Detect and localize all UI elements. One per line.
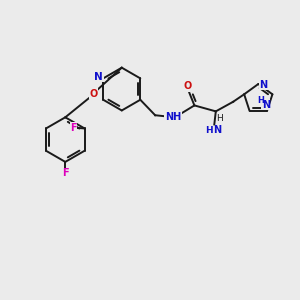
Text: H: H bbox=[205, 126, 213, 135]
Text: N: N bbox=[260, 80, 268, 90]
Text: F: F bbox=[62, 168, 69, 178]
Text: N: N bbox=[94, 72, 103, 82]
Text: N: N bbox=[213, 125, 221, 135]
Text: H: H bbox=[257, 96, 264, 105]
Text: NH: NH bbox=[165, 112, 181, 122]
Text: N: N bbox=[262, 100, 270, 110]
Text: O: O bbox=[183, 81, 192, 91]
Text: F: F bbox=[70, 123, 76, 133]
Text: O: O bbox=[89, 89, 98, 99]
Text: H: H bbox=[216, 114, 223, 123]
